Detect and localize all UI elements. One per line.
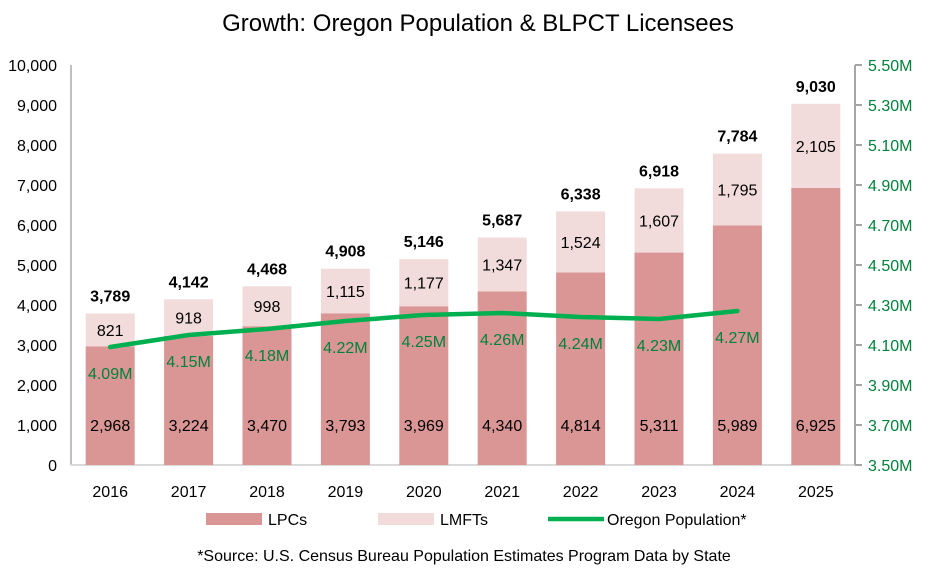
lmfts-data-label: 998 xyxy=(254,299,281,316)
x-tick-label: 2023 xyxy=(641,484,677,501)
lmfts-data-label: 1,524 xyxy=(561,235,601,252)
total-data-label: 5,146 xyxy=(404,234,444,251)
y2-tick-label: 3.50M xyxy=(868,458,912,475)
lpcs-data-label: 3,969 xyxy=(404,418,444,435)
legend-label-lpcs: LPCs xyxy=(268,512,307,529)
y2-tick-label: 4.10M xyxy=(868,338,912,355)
lpcs-data-label: 3,224 xyxy=(169,418,209,435)
lpcs-data-label: 3,470 xyxy=(247,418,287,435)
lpcs-data-label: 5,311 xyxy=(640,418,679,435)
y2-tick-label: 3.70M xyxy=(868,418,912,435)
population-data-label: 4.26M xyxy=(480,332,524,349)
lpcs-data-label: 4,814 xyxy=(561,418,601,435)
y-tick-label: 4,000 xyxy=(17,298,57,315)
total-data-label: 7,784 xyxy=(717,129,757,146)
y2-tick-label: 5.30M xyxy=(868,98,912,115)
total-data-label: 4,468 xyxy=(247,261,287,278)
legend-label-population: Oregon Population* xyxy=(607,512,747,529)
total-data-label: 4,908 xyxy=(325,244,365,261)
total-data-label: 3,789 xyxy=(90,288,130,305)
y-tick-label: 7,000 xyxy=(17,178,57,195)
legend-label-lmfts: LMFTs xyxy=(440,512,488,529)
y2-tick-label: 4.70M xyxy=(868,218,912,235)
y-tick-label: 3,000 xyxy=(17,338,57,355)
legend-swatch-lmfts xyxy=(378,513,434,525)
x-tick-label: 2018 xyxy=(249,484,285,501)
y-tick-label: 2,000 xyxy=(17,378,57,395)
lpcs-data-label: 4,340 xyxy=(482,418,522,435)
x-tick-label: 2020 xyxy=(406,484,442,501)
x-tick-label: 2019 xyxy=(328,484,364,501)
y2-tick-label: 4.30M xyxy=(868,298,912,315)
y2-tick-label: 4.50M xyxy=(868,258,912,275)
y2-tick-label: 5.10M xyxy=(868,138,912,155)
bar-lpcs xyxy=(556,272,605,465)
y-tick-label: 10,000 xyxy=(8,58,57,75)
population-data-label: 4.09M xyxy=(88,366,132,383)
y-tick-label: 8,000 xyxy=(17,138,57,155)
lmfts-data-label: 1,177 xyxy=(404,276,444,293)
lmfts-data-label: 821 xyxy=(97,323,124,340)
lmfts-data-label: 1,607 xyxy=(639,213,679,230)
lpcs-data-label: 6,925 xyxy=(796,418,836,435)
population-data-label: 4.23M xyxy=(637,338,681,355)
chart-title: Growth: Oregon Population & BLPCT Licens… xyxy=(222,10,734,37)
x-tick-label: 2025 xyxy=(798,484,834,501)
lmfts-data-label: 1,115 xyxy=(326,284,365,301)
lmfts-data-label: 1,347 xyxy=(482,257,522,274)
population-data-label: 4.18M xyxy=(245,348,289,365)
lpcs-data-label: 5,989 xyxy=(717,418,757,435)
y-tick-label: 0 xyxy=(48,458,57,475)
total-data-label: 6,338 xyxy=(561,186,601,203)
footnote: *Source: U.S. Census Bureau Population E… xyxy=(197,548,731,565)
y-tick-label: 5,000 xyxy=(17,258,57,275)
population-data-label: 4.25M xyxy=(402,334,446,351)
y2-tick-label: 3.90M xyxy=(868,378,912,395)
total-data-label: 9,030 xyxy=(796,79,836,96)
bar-lpcs xyxy=(399,306,448,465)
y2-tick-label: 5.50M xyxy=(868,58,912,75)
legend-swatch-lpcs xyxy=(206,513,262,525)
x-tick-label: 2021 xyxy=(484,484,520,501)
y2-tick-label: 4.90M xyxy=(868,178,912,195)
y-tick-label: 9,000 xyxy=(17,98,57,115)
population-data-label: 4.24M xyxy=(558,336,602,353)
bar-lpcs xyxy=(321,313,370,465)
population-data-label: 4.27M xyxy=(715,330,759,347)
total-data-label: 4,142 xyxy=(169,274,209,291)
x-tick-label: 2024 xyxy=(720,484,756,501)
population-data-label: 4.22M xyxy=(323,340,367,357)
total-data-label: 6,918 xyxy=(639,163,679,180)
x-tick-label: 2017 xyxy=(171,484,207,501)
population-data-label: 4.15M xyxy=(166,354,210,371)
bar-lpcs xyxy=(478,291,527,465)
lmfts-data-label: 918 xyxy=(175,311,202,328)
y-tick-label: 6,000 xyxy=(17,218,57,235)
total-data-label: 5,687 xyxy=(482,213,522,230)
x-tick-label: 2016 xyxy=(92,484,128,501)
lpcs-data-label: 3,793 xyxy=(325,418,365,435)
bar-lpcs xyxy=(86,346,135,465)
lmfts-data-label: 1,795 xyxy=(717,183,757,200)
x-tick-label: 2022 xyxy=(563,484,599,501)
y-tick-label: 1,000 xyxy=(17,418,57,435)
lmfts-data-label: 2,105 xyxy=(796,139,836,156)
lpcs-data-label: 2,968 xyxy=(90,418,130,435)
